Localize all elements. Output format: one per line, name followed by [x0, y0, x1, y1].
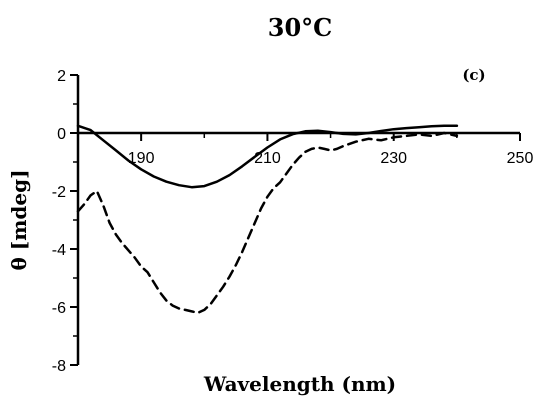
y-axis-title: θ [mdeg] — [7, 169, 31, 270]
x-tick-label: 210 — [254, 150, 281, 167]
y-tick-label: -6 — [52, 300, 66, 317]
y-axis-ticks: 2 0 -2 -4 -6 -8 — [52, 68, 78, 375]
dashed-series-line — [76, 131, 459, 315]
x-axis-ticks: 190 210 230 250 — [128, 133, 534, 167]
x-tick-label: 190 — [128, 150, 155, 167]
chart-title: 30°C — [268, 13, 333, 42]
panel-label: (c) — [462, 66, 485, 84]
y-tick-label: -8 — [52, 358, 66, 375]
series-layer — [76, 124, 459, 315]
y-tick-label: 0 — [57, 126, 66, 143]
x-tick-label: 230 — [380, 150, 407, 167]
x-axis-title: Wavelength (nm) — [203, 372, 396, 396]
y-tick-label: 2 — [57, 68, 66, 85]
solid-series-line — [76, 124, 459, 189]
y-tick-label: -2 — [52, 184, 66, 201]
y-tick-label: -4 — [52, 242, 66, 259]
x-tick-label: 250 — [507, 150, 534, 167]
